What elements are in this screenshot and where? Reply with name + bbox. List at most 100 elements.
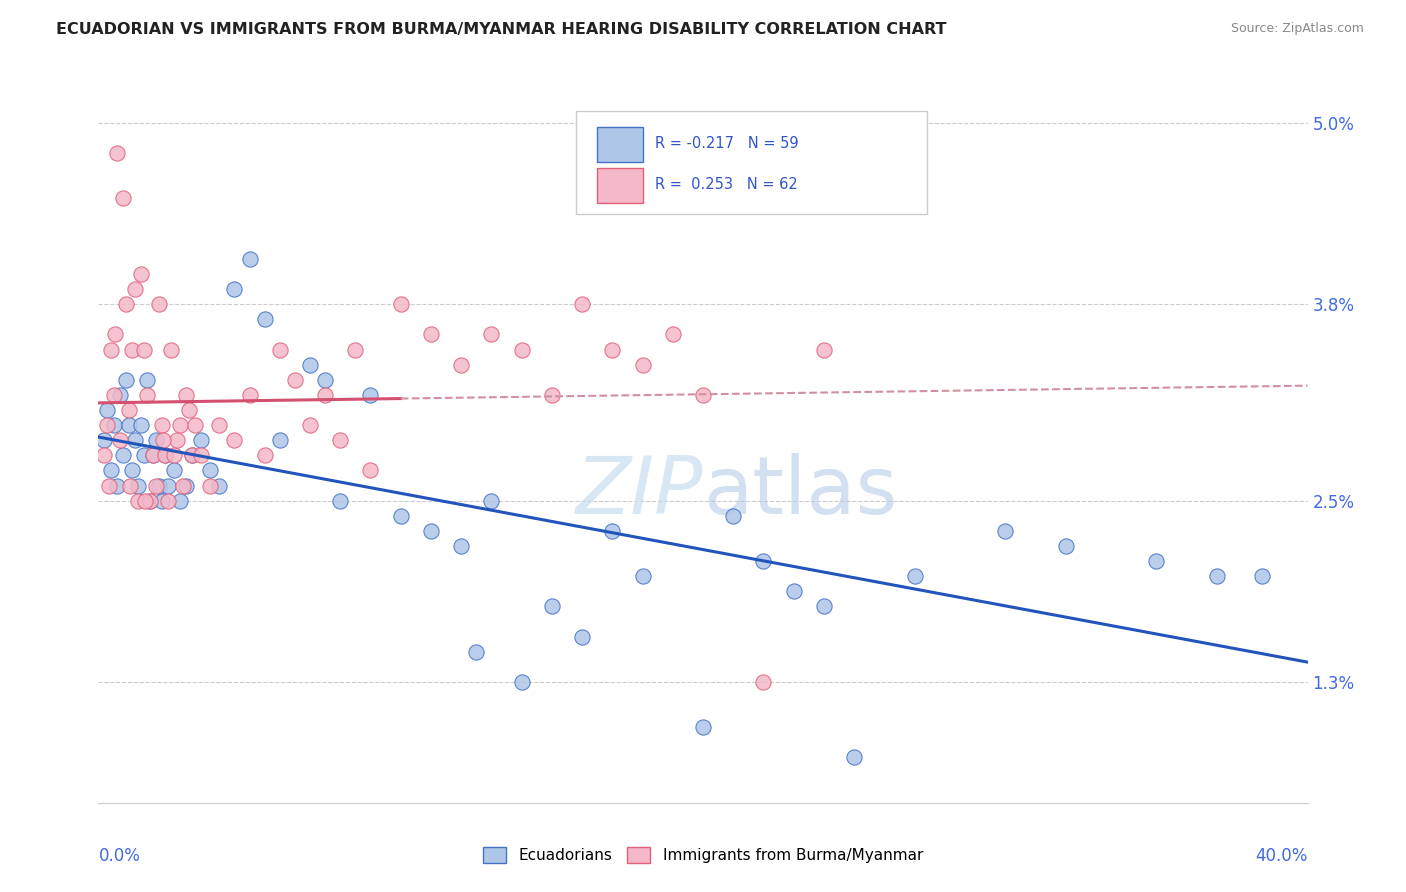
Point xyxy=(200,463,222,477)
Point xyxy=(631,358,654,372)
Point xyxy=(127,493,149,508)
Point xyxy=(163,463,186,477)
Point xyxy=(269,343,291,357)
Text: R =  0.253   N = 62: R = 0.253 N = 62 xyxy=(655,178,797,192)
Point xyxy=(360,388,382,402)
Point xyxy=(661,327,683,342)
Point xyxy=(142,448,165,462)
Point xyxy=(111,191,134,205)
Point xyxy=(239,388,262,402)
Point xyxy=(108,433,131,447)
Point xyxy=(904,569,927,583)
Point xyxy=(100,343,122,357)
Point xyxy=(1054,539,1077,553)
Point xyxy=(148,478,170,492)
Point xyxy=(631,569,654,583)
Point xyxy=(100,463,122,477)
Point xyxy=(98,478,121,492)
Text: atlas: atlas xyxy=(703,453,897,531)
Point xyxy=(153,448,176,462)
Point xyxy=(389,508,412,523)
Point xyxy=(118,418,141,433)
Point xyxy=(105,146,128,161)
Point xyxy=(813,343,835,357)
Point xyxy=(135,388,157,402)
Point xyxy=(114,297,136,311)
Point xyxy=(420,327,443,342)
Point xyxy=(121,463,143,477)
Point xyxy=(314,388,336,402)
Point xyxy=(465,645,488,659)
Point xyxy=(389,297,412,311)
Point xyxy=(139,493,162,508)
Point xyxy=(103,388,125,402)
Point xyxy=(96,418,118,433)
Point xyxy=(481,493,503,508)
Point xyxy=(145,433,167,447)
Point xyxy=(224,433,246,447)
Text: ECUADORIAN VS IMMIGRANTS FROM BURMA/MYANMAR HEARING DISABILITY CORRELATION CHART: ECUADORIAN VS IMMIGRANTS FROM BURMA/MYAN… xyxy=(56,22,946,37)
Point xyxy=(314,373,336,387)
Point xyxy=(239,252,262,266)
Point xyxy=(1206,569,1229,583)
Point xyxy=(420,524,443,538)
Point xyxy=(844,750,866,764)
Point xyxy=(299,358,322,372)
Point xyxy=(783,584,806,599)
Point xyxy=(692,388,714,402)
Legend: Ecuadorians, Immigrants from Burma/Myanmar: Ecuadorians, Immigrants from Burma/Myanm… xyxy=(477,841,929,869)
Point xyxy=(121,343,143,357)
Point xyxy=(156,493,179,508)
Point xyxy=(571,297,593,311)
Point xyxy=(120,478,142,492)
Point xyxy=(200,478,222,492)
Point xyxy=(150,493,173,508)
Point xyxy=(450,539,472,553)
Point xyxy=(481,327,503,342)
Point xyxy=(510,343,533,357)
Point xyxy=(208,418,231,433)
Point xyxy=(253,448,276,462)
Point xyxy=(450,358,472,372)
Point xyxy=(284,373,307,387)
Point xyxy=(104,327,127,342)
Point xyxy=(156,478,179,492)
Point xyxy=(329,493,352,508)
Point xyxy=(602,343,624,357)
Point xyxy=(692,720,714,734)
Point xyxy=(169,418,191,433)
Point xyxy=(132,448,155,462)
Point xyxy=(181,448,204,462)
Point xyxy=(299,418,322,433)
Point xyxy=(163,448,186,462)
Point xyxy=(118,403,141,417)
Point xyxy=(571,630,593,644)
Point xyxy=(344,343,367,357)
Point xyxy=(224,282,246,296)
Point xyxy=(813,599,835,614)
Point xyxy=(181,448,204,462)
Point xyxy=(172,478,194,492)
Point xyxy=(1251,569,1274,583)
Text: ZIP: ZIP xyxy=(575,453,703,531)
Point xyxy=(129,267,152,281)
Point xyxy=(510,674,533,689)
Point xyxy=(329,433,352,447)
Text: R = -0.217   N = 59: R = -0.217 N = 59 xyxy=(655,136,799,152)
FancyBboxPatch shape xyxy=(596,168,643,203)
Point xyxy=(148,297,170,311)
Point xyxy=(103,418,125,433)
Point xyxy=(540,388,562,402)
Point xyxy=(169,493,191,508)
Point xyxy=(174,388,197,402)
Point xyxy=(142,448,165,462)
Point xyxy=(160,343,183,357)
Point xyxy=(150,418,173,433)
Point xyxy=(253,312,276,326)
Point xyxy=(108,388,131,402)
Point xyxy=(134,493,156,508)
Point xyxy=(208,478,231,492)
Point xyxy=(114,373,136,387)
Point xyxy=(127,478,149,492)
Point xyxy=(124,282,146,296)
